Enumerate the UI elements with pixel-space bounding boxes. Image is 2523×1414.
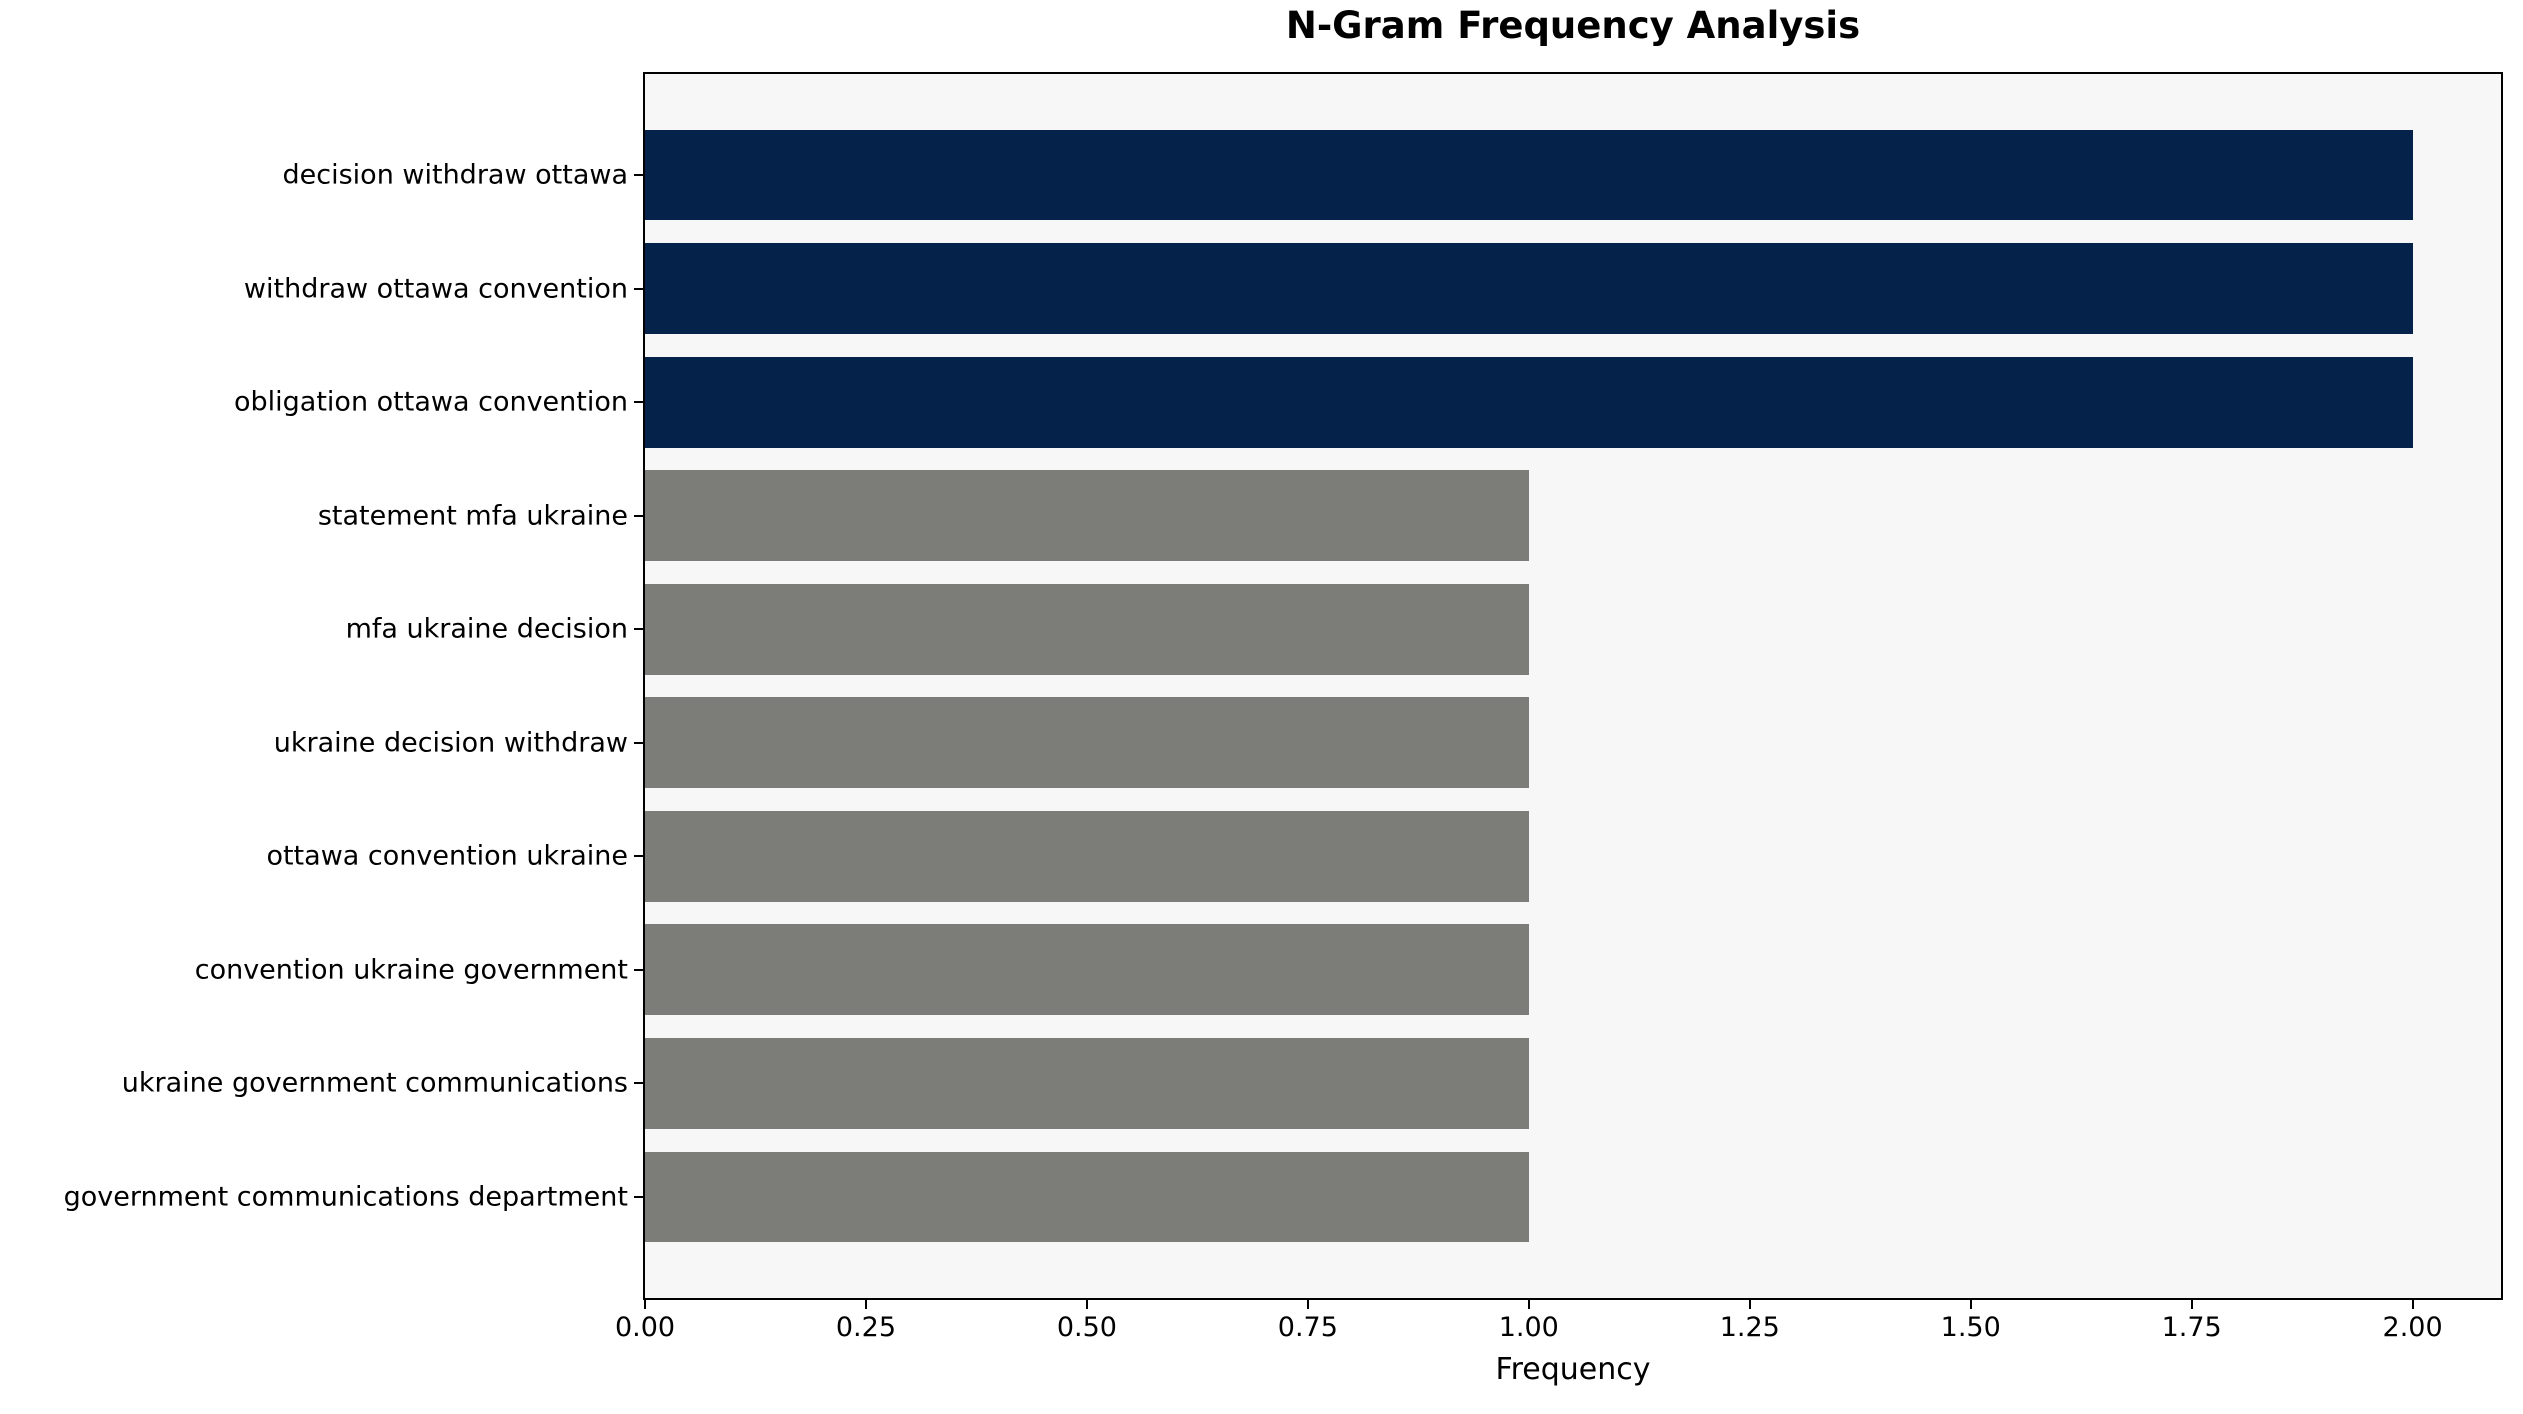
y-tick-label: obligation ottawa convention xyxy=(234,386,628,418)
chart-title: N-Gram Frequency Analysis xyxy=(1285,4,1861,47)
x-tick xyxy=(1969,1300,1972,1309)
x-tick xyxy=(2411,1300,2414,1309)
y-tick-label: ukraine government communications xyxy=(121,1067,628,1099)
bar xyxy=(645,470,1529,562)
x-tick xyxy=(1085,1300,1088,1309)
y-tick-label: ottawa convention ukraine xyxy=(266,840,628,872)
y-tick xyxy=(634,514,643,517)
x-tick-label: 0.00 xyxy=(614,1312,676,1343)
bar xyxy=(645,810,1529,902)
y-tick-label: mfa ukraine decision xyxy=(345,613,628,645)
x-tick-label: 0.25 xyxy=(835,1312,896,1343)
x-tick xyxy=(1306,1300,1309,1309)
x-tick xyxy=(644,1300,646,1309)
y-tick xyxy=(634,401,643,404)
x-tick-label: 1.75 xyxy=(2161,1312,2222,1343)
x-tick-label: 1.00 xyxy=(1498,1312,1559,1343)
y-tick-label: decision withdraw ottawa xyxy=(282,159,628,191)
y-tick-label: statement mfa ukraine xyxy=(317,500,628,532)
y-tick-label: government communications department xyxy=(63,1181,628,1213)
y-tick-label: withdraw ottawa convention xyxy=(243,273,628,305)
x-tick-label: 0.75 xyxy=(1277,1312,1338,1343)
bar xyxy=(645,1037,1529,1129)
x-tick-label: 1.25 xyxy=(1719,1312,1780,1343)
y-tick-label: ukraine decision withdraw xyxy=(273,727,628,759)
bar xyxy=(645,924,1529,1016)
y-tick xyxy=(634,1082,643,1085)
plot-area xyxy=(643,72,2503,1300)
x-tick xyxy=(2190,1300,2193,1309)
y-tick-label: convention ukraine government xyxy=(194,954,628,986)
x-axis-label: Frequency xyxy=(1495,1352,1651,1387)
y-tick xyxy=(634,174,643,177)
bar xyxy=(645,1151,1529,1243)
y-tick xyxy=(634,1195,643,1198)
x-tick-label: 2.00 xyxy=(2382,1312,2443,1343)
x-tick-label: 0.50 xyxy=(1056,1312,1117,1343)
bar xyxy=(645,356,2413,448)
x-tick xyxy=(1748,1300,1751,1309)
x-tick-label: 1.50 xyxy=(1940,1312,2001,1343)
x-tick xyxy=(1527,1300,1530,1309)
bar xyxy=(645,129,2413,221)
bar xyxy=(645,697,1529,789)
y-tick xyxy=(634,968,643,971)
x-tick xyxy=(864,1300,867,1309)
bar xyxy=(645,583,1529,675)
bar xyxy=(645,243,2413,334)
y-tick xyxy=(634,628,643,631)
y-tick xyxy=(634,287,643,290)
y-tick xyxy=(634,741,643,744)
y-tick xyxy=(634,855,643,858)
